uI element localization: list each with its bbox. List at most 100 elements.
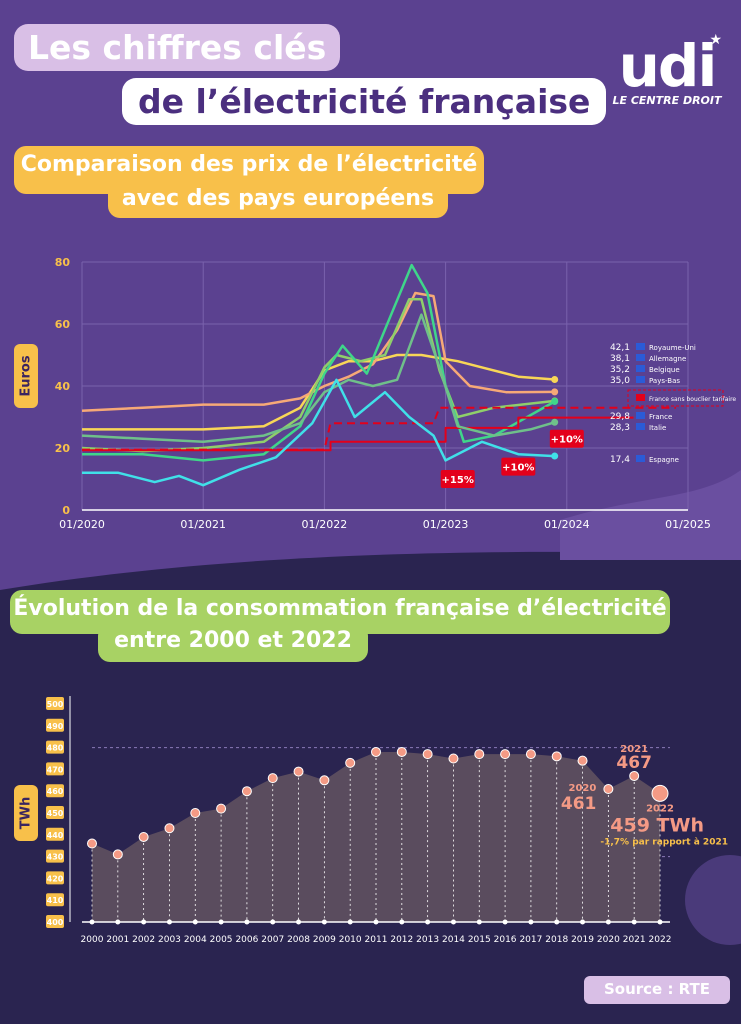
x-tick-label: 01/2023 <box>423 518 469 531</box>
callout-year: 2021 <box>620 744 648 755</box>
legend-value: 29,8 <box>610 412 630 422</box>
area-fill <box>92 752 660 922</box>
callout-value: 459 TWh <box>610 814 704 836</box>
x-tick-label: 2009 <box>313 935 336 945</box>
x-tick-label: 2011 <box>365 935 388 945</box>
legend-entry: Royaume-Uni <box>649 344 696 352</box>
legend-entry: Pays-Bas <box>649 377 680 385</box>
consumption-chart-ylabel: TWh <box>14 785 38 841</box>
x-tick-label: 2002 <box>132 935 155 945</box>
x-tick-dot <box>192 919 198 925</box>
annotation-label: +15% <box>442 475 474 486</box>
x-tick-dot <box>166 919 172 925</box>
x-tick-dot <box>296 919 302 925</box>
y-tick-badge <box>46 893 64 907</box>
y-tick-label: 490 <box>47 722 64 731</box>
y-tick-label: 440 <box>47 831 64 840</box>
legend-flag-icon <box>636 354 645 361</box>
callout-value: 461 <box>561 794 597 814</box>
legend-flag-icon <box>636 376 645 383</box>
y-tick-label: 0 <box>62 504 70 517</box>
legend-flag-icon <box>636 343 645 350</box>
data-point <box>629 770 640 781</box>
y-tick-badge <box>46 697 64 710</box>
callout-note: -1,7% par rapport à 2021 <box>600 837 728 847</box>
legend-entry: Allemagne <box>649 355 686 363</box>
x-tick-dot <box>115 919 121 925</box>
x-tick-dot <box>347 919 353 925</box>
series-end-point <box>551 452 559 460</box>
series-end-point <box>551 388 559 396</box>
x-tick-dot <box>554 919 560 925</box>
data-point <box>190 808 201 818</box>
data-point <box>500 749 511 760</box>
source-label: Source : RTE <box>584 976 730 1004</box>
y-tick-badge <box>46 718 64 732</box>
y-tick-label: 470 <box>47 765 64 774</box>
data-point <box>293 766 304 777</box>
data-point <box>216 803 227 814</box>
legend-entry: Espagne <box>649 456 679 464</box>
y-tick-badge <box>46 871 64 885</box>
data-point <box>603 784 614 795</box>
x-tick-dot <box>373 919 379 925</box>
x-tick-label: 2022 <box>649 935 672 945</box>
x-tick-label: 2021 <box>623 935 646 945</box>
x-tick-label: 2007 <box>261 935 284 945</box>
y-tick-badge <box>46 849 64 863</box>
annotation-badge <box>440 470 475 488</box>
legend-value: 28,3 <box>610 423 630 433</box>
annotation-label: +10% <box>502 463 534 474</box>
x-tick-label: 2018 <box>545 935 568 945</box>
y-tick-badge <box>46 784 64 798</box>
y-tick-badge <box>46 827 64 841</box>
data-point <box>651 784 669 802</box>
legend-entry: France <box>649 413 672 421</box>
y-tick-label: 450 <box>47 809 64 818</box>
y-tick-label: 40 <box>55 380 71 393</box>
legend-flag-icon <box>636 423 645 430</box>
series-line <box>81 291 555 413</box>
y-tick-label: 20 <box>55 442 71 455</box>
x-tick-dot <box>141 919 147 925</box>
section2-title-line2: entre 2000 et 2022 <box>98 624 368 662</box>
x-tick-label: 2014 <box>442 935 465 945</box>
logo-text: udi <box>618 32 718 100</box>
x-tick-label: 2013 <box>416 935 439 945</box>
x-tick-dot <box>89 919 95 925</box>
x-tick-dot <box>244 919 250 925</box>
data-point <box>448 753 459 764</box>
background-circle <box>685 855 741 945</box>
legend-value: 17,4 <box>610 455 630 465</box>
annotation-label: +10% <box>551 435 583 446</box>
x-tick-dot <box>321 919 327 925</box>
x-tick-label: 2000 <box>81 935 104 945</box>
legend-value: 35,0 <box>610 376 630 386</box>
x-tick-label: 2016 <box>494 935 517 945</box>
series-line <box>82 416 634 452</box>
x-tick-label: 2012 <box>390 935 413 945</box>
y-tick-label: 410 <box>47 896 64 905</box>
data-point <box>577 755 588 766</box>
y-tick-label: 460 <box>47 787 64 796</box>
x-tick-dot <box>270 919 276 925</box>
x-tick-dot <box>605 919 611 925</box>
x-tick-label: 01/2025 <box>665 518 711 531</box>
x-tick-dot <box>218 919 224 925</box>
legend-entry: Belgique <box>649 366 680 374</box>
data-point <box>396 746 407 757</box>
x-tick-label: 2010 <box>339 935 362 945</box>
star-icon: ★ <box>709 32 722 48</box>
legend-flag-icon <box>636 365 645 372</box>
main-title-line2: de l’électricité française <box>122 78 607 125</box>
series-end-point <box>551 375 559 383</box>
series-end-point <box>551 418 559 426</box>
legend-value: 42,1 <box>610 343 630 353</box>
logo-tagline: LE CENTRE DROIT <box>612 94 722 107</box>
x-tick-label: 01/2020 <box>59 518 105 531</box>
data-point <box>474 749 485 760</box>
y-tick-badge <box>46 740 64 754</box>
